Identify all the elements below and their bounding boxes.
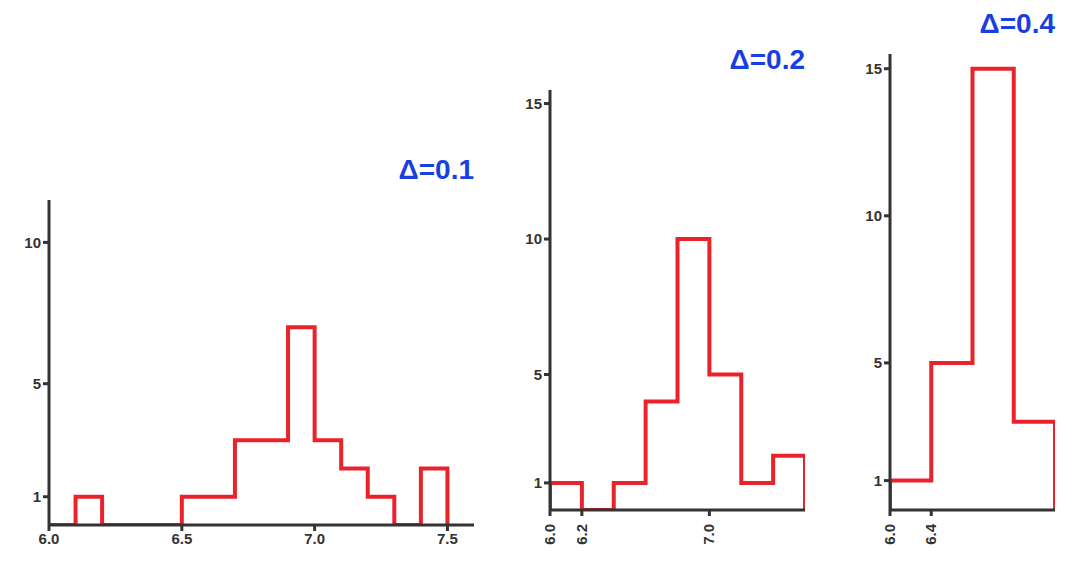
html-text:Δ=0.1: Δ=0.1 xyxy=(398,154,474,185)
svg-text:6.0: 6.0 xyxy=(541,524,558,545)
svg-text:5: 5 xyxy=(874,354,882,371)
svg-text:1: 1 xyxy=(874,472,882,489)
html-text:Δ=0.4: Δ=0.4 xyxy=(979,8,1055,39)
svg-text:10: 10 xyxy=(525,230,542,247)
svg-text:7.0: 7.0 xyxy=(304,530,325,547)
svg-text:6.4: 6.4 xyxy=(922,523,939,545)
svg-text:6.0: 6.0 xyxy=(881,524,898,545)
svg-text:5: 5 xyxy=(534,366,542,383)
svg-text:10: 10 xyxy=(24,234,41,251)
svg-text:6.5: 6.5 xyxy=(171,530,192,547)
svg-text:10: 10 xyxy=(865,207,882,224)
html-text:Δ=0.2: Δ=0.2 xyxy=(729,44,805,75)
svg-text:6.2: 6.2 xyxy=(573,524,590,545)
svg-text:7.5: 7.5 xyxy=(437,530,458,547)
svg-text:7.0: 7.0 xyxy=(700,524,717,545)
svg-text:6.0: 6.0 xyxy=(39,530,60,547)
svg-text:1: 1 xyxy=(534,474,542,491)
svg-text:5: 5 xyxy=(33,375,41,392)
svg-text:15: 15 xyxy=(525,95,542,112)
svg-text:1: 1 xyxy=(33,488,41,505)
svg-text:15: 15 xyxy=(865,60,882,77)
